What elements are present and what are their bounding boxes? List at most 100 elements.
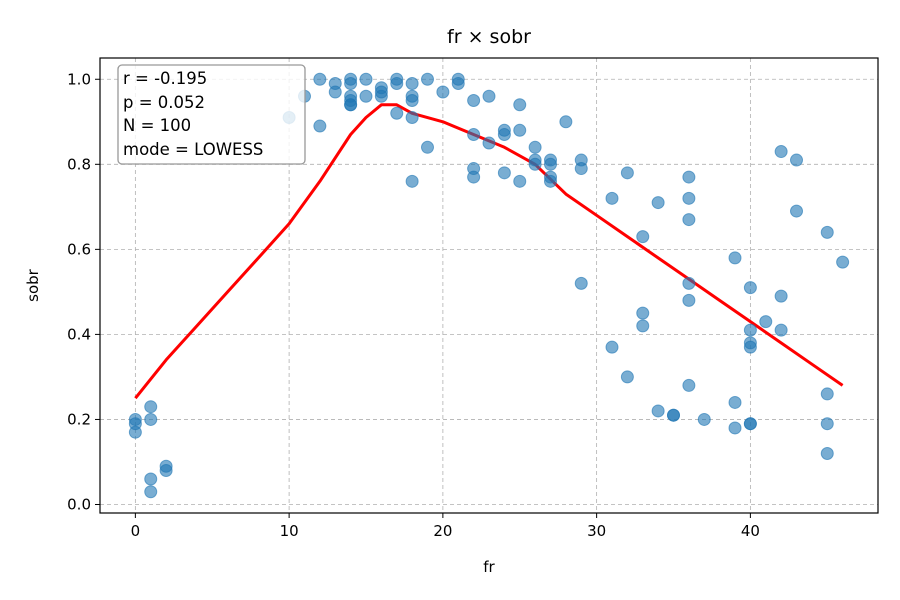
y-tick-label: 0.2 — [67, 410, 91, 428]
scatter-points — [128, 72, 850, 499]
scatter-point — [497, 128, 511, 142]
scatter-point — [620, 370, 634, 384]
scatter-point — [636, 319, 650, 333]
scatter-point — [759, 315, 773, 329]
scatter-point — [743, 340, 757, 354]
scatter-point — [436, 85, 450, 99]
scatter-point — [682, 276, 696, 290]
scatter-point — [743, 281, 757, 295]
stats-mode: mode = LOWESS — [123, 140, 263, 159]
scatter-point — [344, 98, 358, 112]
scatter-point — [528, 140, 542, 154]
scatter-point — [344, 77, 358, 91]
scatter-point — [420, 72, 434, 86]
scatter-point — [405, 77, 419, 91]
stats-box-frame — [117, 64, 306, 165]
scatter-point — [497, 166, 511, 180]
x-tick-label: 20 — [433, 522, 452, 540]
scatter-point — [774, 289, 788, 303]
scatter-point — [467, 94, 481, 108]
scatter-point — [651, 404, 665, 418]
scatter-point — [559, 115, 573, 129]
scatter-point — [820, 446, 834, 460]
scatter-point — [467, 170, 481, 184]
scatter-point — [313, 72, 327, 86]
chart-title: fr × sobr — [447, 26, 531, 48]
scatter-point — [405, 174, 419, 188]
scatter-point — [682, 191, 696, 205]
scatter-point — [513, 123, 527, 137]
scatter-point — [513, 98, 527, 112]
scatter-point — [467, 128, 481, 142]
scatter-point — [605, 340, 619, 354]
scatter-point — [159, 463, 173, 477]
y-tick-label: 0.4 — [67, 325, 91, 343]
scatter-point — [144, 412, 158, 426]
scatter-point — [359, 72, 373, 86]
scatter-point — [374, 89, 388, 103]
scatter-point — [728, 251, 742, 265]
y-tick-label: 0.8 — [67, 155, 91, 173]
scatter-point — [574, 276, 588, 290]
y-tick-label: 1.0 — [67, 70, 91, 88]
scatter-point — [728, 395, 742, 409]
scatter-point — [359, 89, 373, 103]
scatter-point — [528, 157, 542, 171]
x-axis-label: fr — [483, 558, 495, 576]
scatter-point — [390, 106, 404, 120]
scatter-point — [482, 136, 496, 150]
scatter-point — [390, 77, 404, 91]
lowess-line-layer — [134, 103, 844, 400]
scatter-point — [790, 204, 804, 218]
x-tick-label: 30 — [587, 522, 606, 540]
x-tick-label: 10 — [280, 522, 299, 540]
scatter-point — [774, 145, 788, 159]
y-axis-ticks: 0.0 0.2 0.4 0.6 0.8 1.0 — [67, 70, 100, 513]
scatter-point — [636, 306, 650, 320]
stats-p: p = 0.052 — [123, 93, 205, 112]
scatter-point — [636, 230, 650, 244]
scatter-point — [667, 408, 681, 422]
scatter-point — [328, 85, 342, 99]
y-tick-label: 0.6 — [67, 240, 91, 258]
scatter-point — [620, 166, 634, 180]
scatter-point — [651, 196, 665, 210]
scatter-point — [820, 417, 834, 431]
scatter-point — [605, 191, 619, 205]
scatter-point — [774, 323, 788, 337]
scatter-point — [743, 323, 757, 337]
scatter-point — [574, 162, 588, 176]
scatter-point — [697, 412, 711, 426]
lowess-line — [134, 103, 844, 400]
scatter-point — [482, 89, 496, 103]
scatter-point — [144, 400, 158, 414]
scatter-point — [790, 153, 804, 167]
scatter-point — [728, 421, 742, 435]
stats-n: N = 100 — [123, 116, 191, 135]
scatter-point — [544, 174, 558, 188]
y-axis-label: sobr — [24, 268, 42, 302]
x-axis-ticks: 0 10 20 30 40 — [131, 513, 760, 540]
scatter-point — [144, 485, 158, 499]
x-tick-label: 0 — [131, 522, 141, 540]
scatter-point — [820, 225, 834, 239]
scatter-point — [836, 255, 850, 269]
scatter-point — [682, 170, 696, 184]
scatter-point — [405, 111, 419, 125]
scatter-point — [682, 378, 696, 392]
scatter-point — [420, 140, 434, 154]
scatter-point — [313, 119, 327, 133]
scatter-point — [682, 213, 696, 227]
scatter-point — [743, 417, 757, 431]
scatter-point — [405, 94, 419, 108]
scatter-point — [544, 157, 558, 171]
scatter-point — [451, 77, 465, 91]
x-tick-label: 40 — [741, 522, 760, 540]
scatter-point — [820, 387, 834, 401]
y-tick-label: 0.0 — [67, 495, 91, 513]
scatter-point — [513, 174, 527, 188]
stats-r: r = -0.195 — [123, 69, 207, 88]
stats-box: r = -0.195 p = 0.052 N = 100 mode = LOWE… — [117, 64, 306, 165]
plot-frame — [99, 57, 879, 514]
